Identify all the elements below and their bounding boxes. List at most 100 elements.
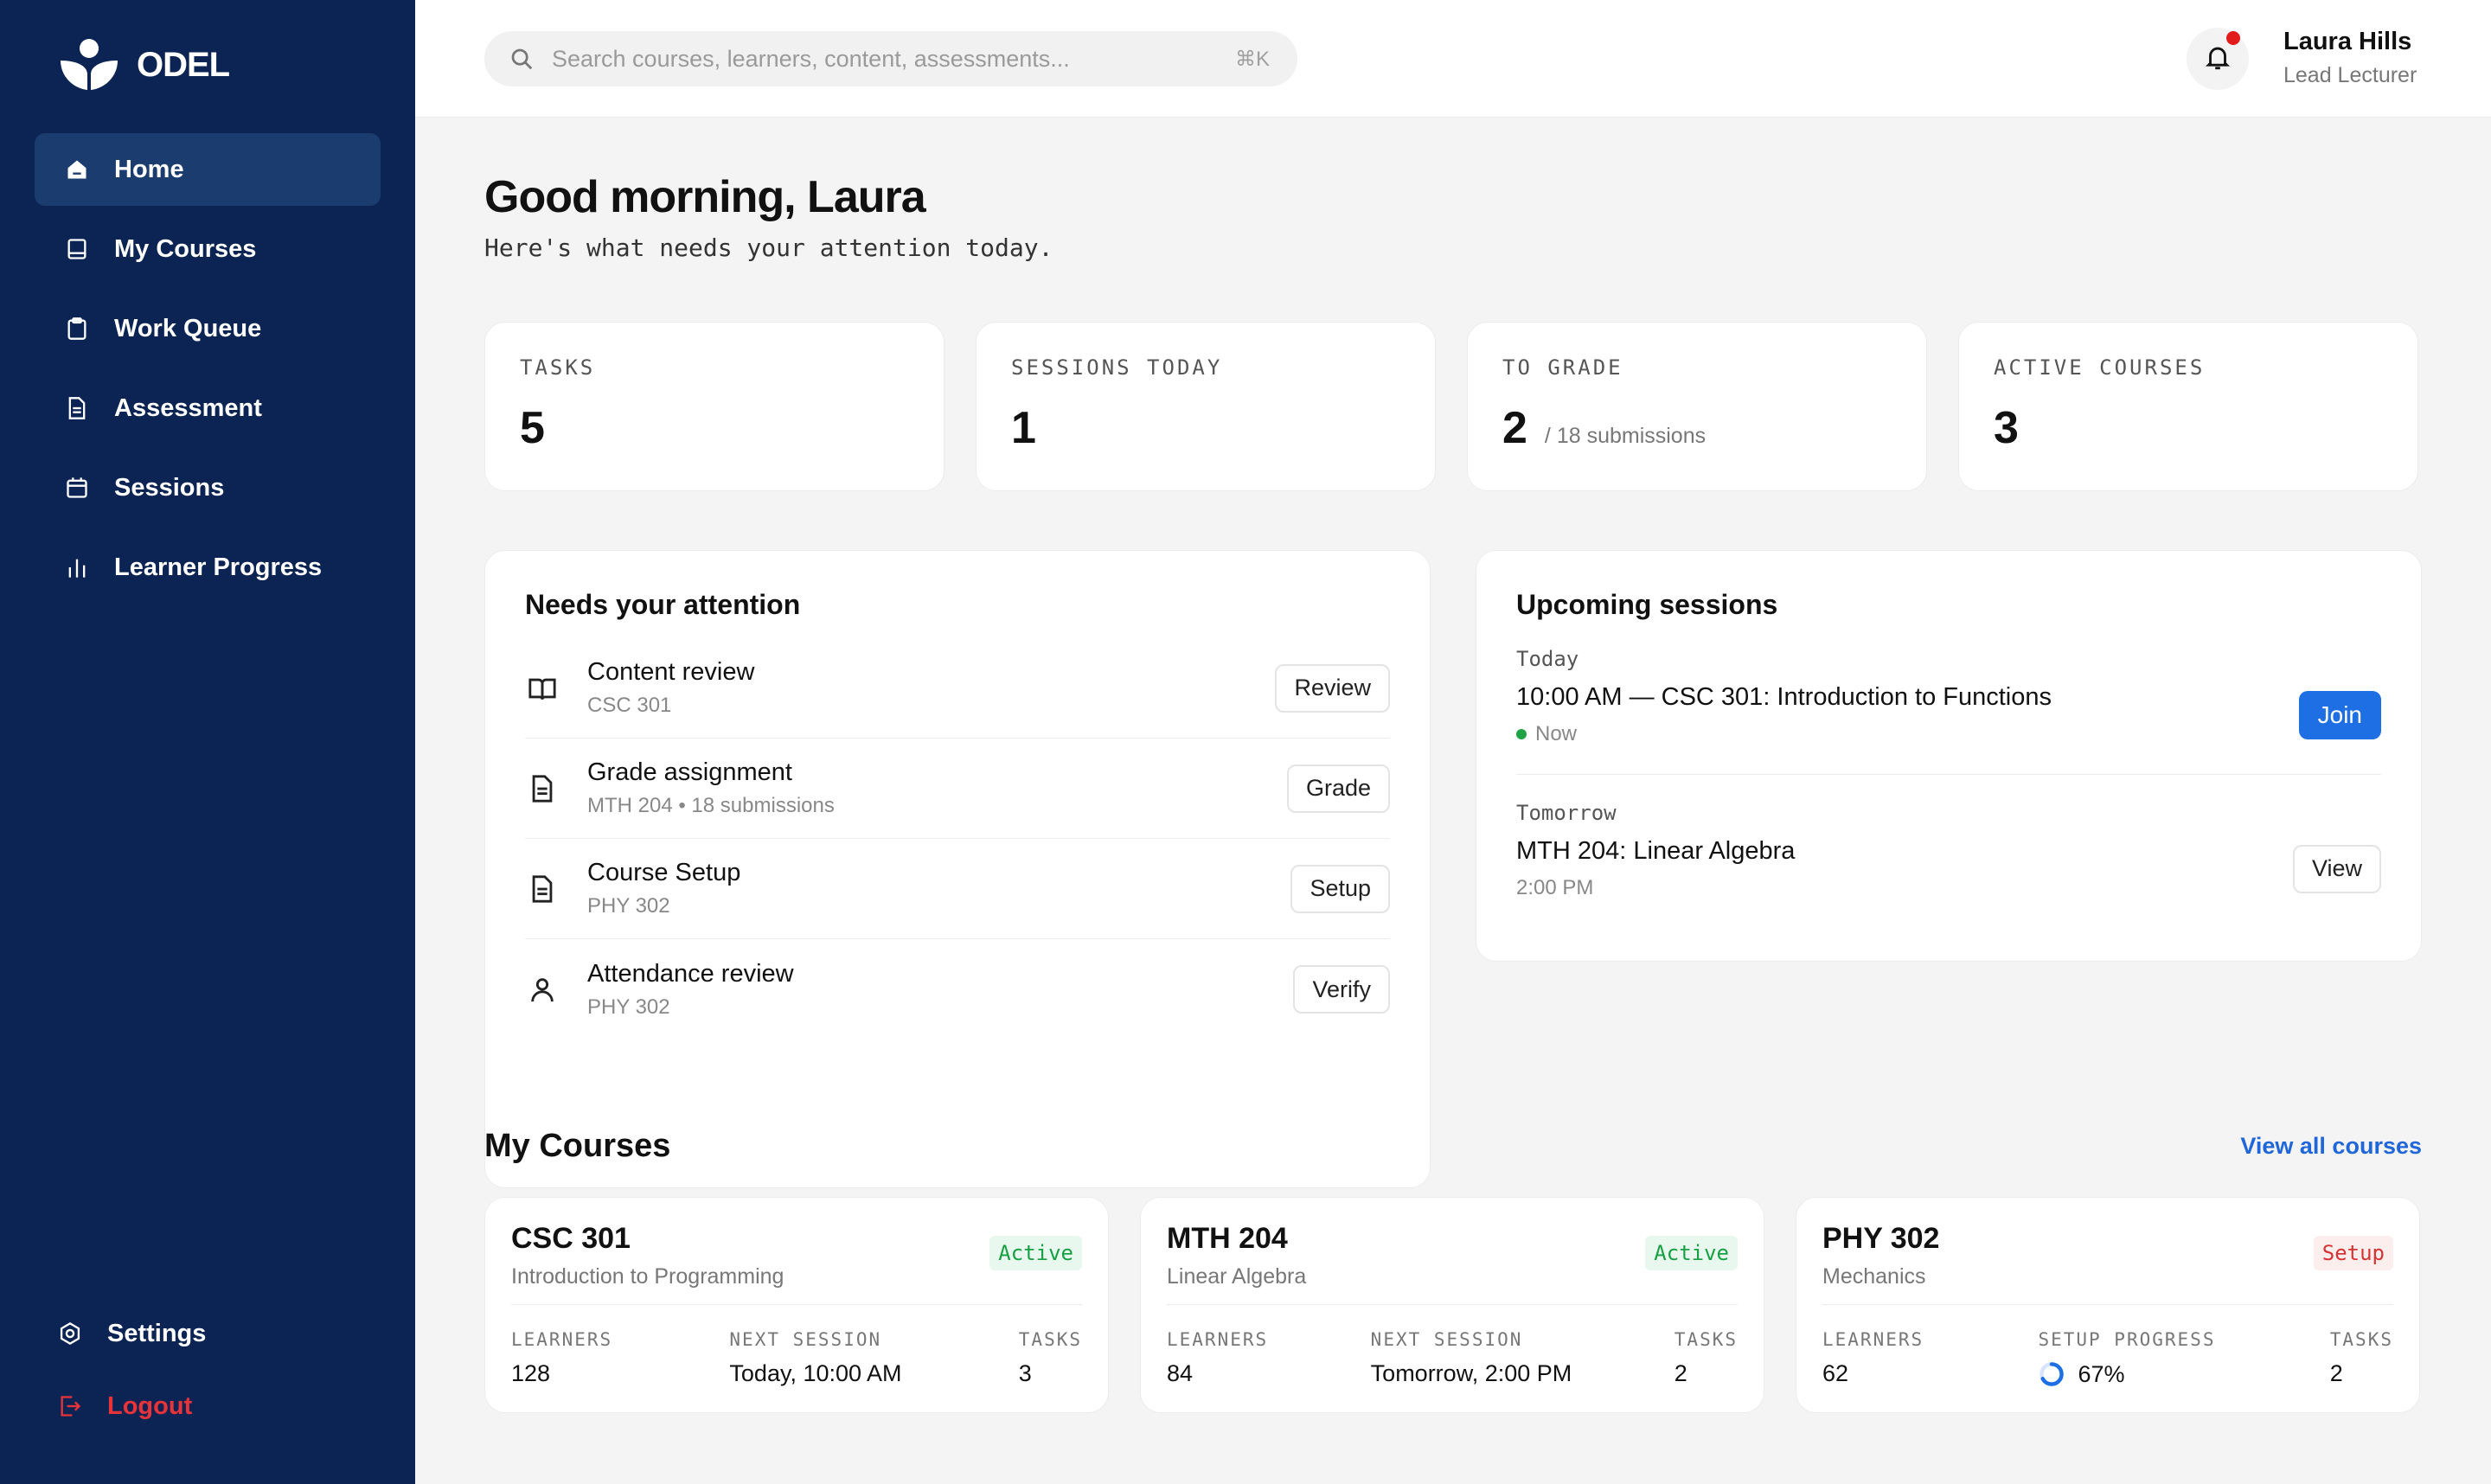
- sidebar-item-work-queue[interactable]: Work Queue: [35, 292, 381, 365]
- join-button[interactable]: Join: [2298, 690, 2381, 739]
- course-card-phy-302[interactable]: PHY 302 Mechanics Setup LEARNERS 62 SETU…: [1796, 1197, 2420, 1413]
- metric-label: LEARNERS: [511, 1329, 613, 1350]
- metric-label: TASKS: [2329, 1329, 2393, 1350]
- document-icon: [64, 395, 90, 421]
- course-code: CSC 301: [511, 1222, 631, 1255]
- metric-value: 3: [1018, 1360, 1032, 1386]
- sidebar-item-settings[interactable]: Settings: [35, 1299, 381, 1368]
- status-badge: Active: [1645, 1236, 1738, 1270]
- session-day: Tomorrow: [1516, 801, 1617, 825]
- sidebar: ODEL Home My Courses Work Queue Assessme…: [0, 0, 415, 1484]
- sidebar-item-label: Assessment: [114, 393, 262, 422]
- sidebar-item-label: Home: [114, 155, 184, 183]
- sidebar-item-home[interactable]: Home: [35, 133, 381, 206]
- brand-logo[interactable]: ODEL: [59, 38, 230, 92]
- course-name: Linear Algebra: [1167, 1264, 1307, 1289]
- stat-card-sessions-today: SESSIONS TODAY 1: [976, 322, 1436, 491]
- logo-icon: [61, 39, 118, 90]
- settings-icon: [57, 1321, 83, 1346]
- stat-card-to-grade: TO GRADE 2 / 18 submissions: [1467, 322, 1927, 491]
- course-card-mth-204[interactable]: MTH 204 Linear Algebra Active LEARNERS 8…: [1140, 1197, 1764, 1413]
- metric-value: 67%: [2078, 1360, 2125, 1387]
- topbar: ⌘K Laura Hills Lead Lecturer: [415, 0, 2491, 118]
- user-profile[interactable]: Laura Hills Lead Lecturer: [2283, 28, 2417, 88]
- metric-value: 62: [1822, 1360, 1849, 1386]
- bell-icon: [2203, 42, 2232, 76]
- divider: [1516, 774, 2381, 775]
- attention-item-title: Grade assignment: [587, 758, 792, 786]
- stat-label: SESSIONS TODAY: [1011, 355, 1223, 380]
- search-input[interactable]: [552, 45, 1235, 73]
- open-book-icon: [525, 671, 560, 706]
- metric-value: 128: [511, 1360, 551, 1386]
- page-title: Good morning, Laura: [484, 172, 926, 222]
- search-icon: [509, 46, 535, 72]
- session-item: Tomorrow MTH 204: Linear Algebra 2:00 PM…: [1516, 775, 2381, 900]
- courses-title: My Courses: [484, 1128, 671, 1164]
- session-status: Now: [1535, 722, 1578, 745]
- user-role: Lead Lecturer: [2283, 63, 2417, 87]
- view-all-courses-link[interactable]: View all courses: [2240, 1133, 2422, 1159]
- progress-ring: [2040, 1362, 2065, 1386]
- home-icon: [64, 157, 90, 182]
- session-title: 10:00 AM — CSC 301: Introduction to Func…: [1516, 683, 2052, 711]
- book-icon: [64, 236, 90, 262]
- sidebar-bottom-nav: Settings Logout: [35, 1299, 381, 1444]
- metric-label: LEARNERS: [1822, 1329, 1924, 1350]
- stat-value: 5: [520, 403, 545, 453]
- session-time: 2:00 PM: [1516, 876, 1594, 899]
- search-bar[interactable]: ⌘K: [484, 31, 1297, 86]
- sidebar-item-learner-progress[interactable]: Learner Progress: [35, 531, 381, 604]
- attention-title: Needs your attention: [525, 589, 801, 620]
- brand-name: ODEL: [137, 45, 230, 84]
- metric-label: TASKS: [1018, 1329, 1082, 1350]
- session-title: MTH 204: Linear Algebra: [1516, 837, 1796, 865]
- logout-icon: [57, 1393, 83, 1419]
- view-button[interactable]: View: [2292, 844, 2381, 893]
- bar-chart-icon: [64, 554, 90, 580]
- attention-card: Needs your attention Content review CSC …: [484, 550, 1431, 1188]
- notifications-button[interactable]: [2187, 28, 2249, 90]
- sidebar-item-assessment[interactable]: Assessment: [35, 372, 381, 445]
- upcoming-title: Upcoming sessions: [1516, 589, 1778, 620]
- stats-row: TASKS 5 SESSIONS TODAY 1 TO GRADE 2 / 18…: [484, 322, 2418, 491]
- course-code: PHY 302: [1822, 1222, 1940, 1255]
- course-card-csc-301[interactable]: CSC 301 Introduction to Programming Acti…: [484, 1197, 1109, 1413]
- attention-item-title: Attendance review: [587, 959, 794, 988]
- sidebar-item-logout[interactable]: Logout: [35, 1372, 381, 1441]
- review-button[interactable]: Review: [1275, 663, 1390, 713]
- upcoming-sessions-card: Upcoming sessions Today 10:00 AM — CSC 3…: [1476, 550, 2422, 962]
- attention-item-sub: MTH 204 • 18 submissions: [587, 794, 835, 817]
- notification-dot: [2226, 31, 2240, 45]
- session-day: Today: [1516, 647, 1579, 671]
- metric-value: 2: [2329, 1360, 2343, 1386]
- stat-label: TO GRADE: [1502, 355, 1623, 380]
- session-item: Today 10:00 AM — CSC 301: Introduction t…: [1516, 621, 2381, 775]
- user-name: Laura Hills: [2283, 28, 2412, 55]
- verify-button[interactable]: Verify: [1293, 965, 1390, 1014]
- sidebar-item-label: Settings: [107, 1319, 207, 1347]
- metric-value: 84: [1167, 1360, 1194, 1386]
- course-name: Mechanics: [1822, 1264, 1926, 1289]
- sidebar-item-my-courses[interactable]: My Courses: [35, 213, 381, 285]
- document-icon: [525, 872, 560, 906]
- sidebar-item-label: Sessions: [114, 473, 225, 502]
- sidebar-item-sessions[interactable]: Sessions: [35, 451, 381, 524]
- main-content: Good morning, Laura Here's what needs yo…: [415, 118, 2491, 1484]
- user-icon: [525, 972, 560, 1007]
- stat-value: 2: [1502, 403, 1527, 453]
- setup-button[interactable]: Setup: [1290, 864, 1390, 913]
- metric-label: NEXT SESSION: [1370, 1329, 1523, 1350]
- sidebar-item-label: Logout: [107, 1391, 193, 1420]
- grade-button[interactable]: Grade: [1286, 764, 1390, 813]
- calendar-icon: [64, 475, 90, 501]
- list-item: Attendance review PHY 302 Verify: [525, 939, 1390, 1039]
- list-item: Grade assignment MTH 204 • 18 submission…: [525, 739, 1390, 839]
- attention-item-title: Content review: [587, 658, 755, 686]
- course-code: MTH 204: [1167, 1222, 1288, 1255]
- attention-list: Content review CSC 301 Review Grade assi…: [525, 638, 1390, 1039]
- metric-value: Tomorrow, 2:00 PM: [1370, 1360, 1572, 1386]
- attention-item-sub: CSC 301: [587, 694, 672, 717]
- courses-row: CSC 301 Introduction to Programming Acti…: [484, 1197, 2420, 1413]
- live-indicator: [1516, 729, 1527, 739]
